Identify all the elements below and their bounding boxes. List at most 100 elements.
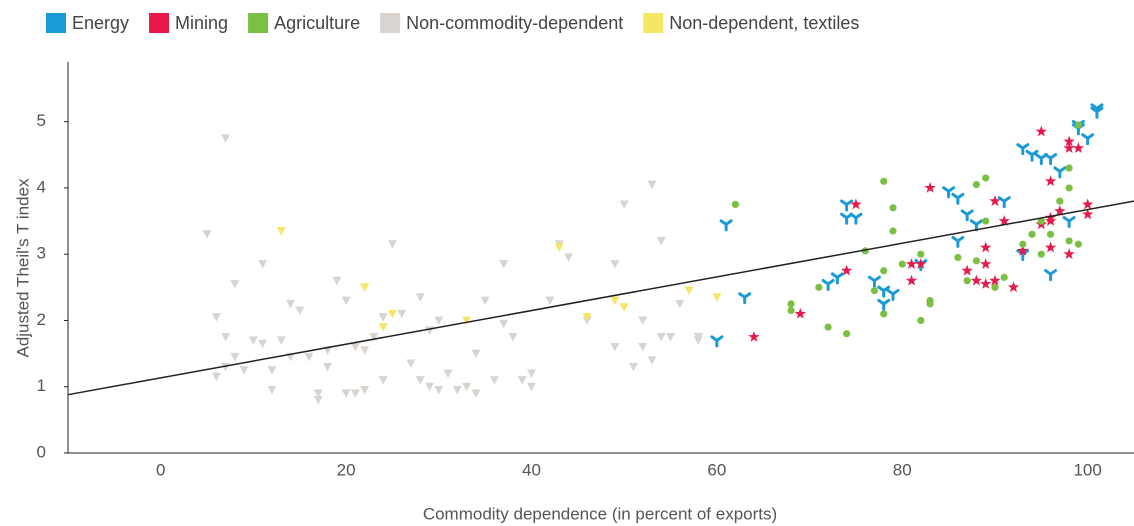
point: [397, 309, 407, 319]
point: [979, 258, 992, 269]
point: [378, 376, 388, 385]
legend-swatch: [643, 13, 664, 33]
point: [656, 236, 666, 246]
point: [313, 395, 323, 405]
point: [738, 292, 752, 305]
point: [517, 376, 527, 385]
point: [610, 260, 620, 269]
legend-swatch: [380, 13, 401, 33]
point: [1044, 269, 1058, 282]
point: [840, 264, 853, 276]
point: [917, 250, 925, 258]
x-axis-label: Commodity dependence (in percent of expo…: [423, 504, 777, 523]
x-tick-label: 60: [707, 460, 726, 479]
point: [248, 336, 258, 345]
point: [951, 192, 965, 205]
point: [867, 275, 881, 288]
point: [1017, 244, 1029, 256]
point: [970, 274, 983, 286]
point: [666, 333, 676, 342]
y-tick-label: 5: [37, 111, 46, 130]
point: [1054, 205, 1066, 216]
point: [880, 177, 888, 185]
point: [360, 386, 370, 395]
point: [675, 299, 685, 309]
point: [508, 333, 518, 342]
point: [545, 296, 555, 306]
point: [926, 300, 934, 308]
legend-swatch: [248, 13, 269, 33]
point: [1046, 230, 1055, 238]
point: [915, 258, 927, 269]
point: [731, 200, 740, 209]
point: [499, 319, 509, 329]
point: [1016, 143, 1030, 156]
legend-label: Mining: [175, 13, 228, 33]
point: [647, 356, 657, 365]
point: [582, 313, 592, 322]
point: [898, 260, 906, 268]
point: [989, 274, 1001, 286]
point: [1028, 230, 1036, 238]
y-tick-label: 1: [37, 376, 46, 395]
point: [258, 260, 268, 269]
point: [1065, 164, 1073, 172]
point: [843, 330, 851, 338]
point: [360, 283, 370, 292]
point: [787, 300, 795, 308]
point: [942, 186, 956, 199]
point: [406, 359, 416, 369]
point: [1037, 217, 1045, 225]
point: [972, 257, 981, 265]
point: [211, 372, 221, 382]
point: [230, 280, 240, 289]
y-tick-label: 0: [37, 442, 46, 461]
point: [211, 313, 221, 322]
point: [415, 293, 425, 302]
point: [951, 235, 965, 248]
point: [425, 382, 435, 392]
point: [889, 204, 897, 212]
point: [997, 196, 1011, 209]
point: [963, 277, 971, 285]
point: [1063, 248, 1075, 260]
point: [1062, 216, 1076, 229]
point: [341, 389, 351, 398]
point: [471, 349, 481, 359]
point: [267, 366, 277, 375]
point: [880, 267, 888, 275]
point: [360, 346, 370, 355]
point: [425, 326, 435, 335]
point: [378, 313, 388, 322]
point: [684, 286, 694, 296]
y-tick-label: 4: [37, 177, 46, 196]
point: [628, 362, 638, 372]
point: [1044, 215, 1057, 226]
point: [434, 316, 444, 325]
point: [840, 212, 854, 225]
point: [276, 226, 286, 236]
point: [295, 306, 305, 316]
point: [221, 134, 231, 143]
point: [821, 279, 835, 292]
point: [1044, 241, 1057, 253]
x-tick-label: 100: [1073, 460, 1101, 479]
point: [258, 339, 268, 349]
point: [954, 253, 962, 262]
point: [1056, 197, 1064, 205]
point: [526, 369, 536, 378]
point: [982, 174, 990, 182]
point: [998, 215, 1010, 226]
point: [554, 243, 564, 253]
point: [415, 376, 425, 385]
point: [1063, 142, 1075, 154]
point: [656, 333, 666, 342]
point: [378, 323, 388, 332]
point: [1000, 273, 1008, 281]
point: [350, 389, 360, 398]
point: [341, 296, 351, 306]
point: [905, 274, 918, 286]
point: [989, 195, 1001, 207]
legend-label: Non-commodity-dependent: [406, 13, 623, 33]
point: [824, 323, 832, 331]
